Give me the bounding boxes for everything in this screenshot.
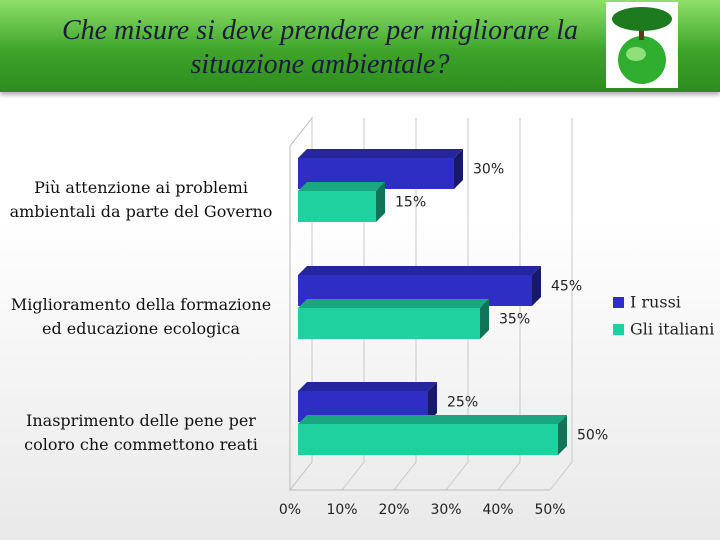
- bar-side: [532, 266, 541, 306]
- bar-top: [298, 299, 489, 308]
- x-tick-label: 0%: [279, 502, 301, 518]
- logo: [606, 2, 678, 88]
- bar-top: [298, 266, 541, 275]
- chart-title: Che misure si deve prendere per migliora…: [61, 15, 579, 80]
- bar: [298, 191, 376, 222]
- category-label: Miglioramento della formazione ed educaz…: [10, 295, 272, 338]
- value-label: 45%: [551, 279, 582, 295]
- bar-top: [298, 382, 437, 391]
- value-label: 30%: [473, 162, 504, 178]
- legend-swatch: [613, 324, 624, 335]
- bar-side: [376, 182, 385, 222]
- category-label: Più attenzione ai problemi ambientali da…: [9, 178, 273, 221]
- grid-line: [289, 118, 313, 491]
- category-label: Inasprimento delle pene per coloro che c…: [24, 411, 258, 454]
- bar-top: [298, 149, 463, 158]
- grid-line: [497, 118, 521, 491]
- x-tick-label: 40%: [482, 502, 513, 518]
- bar-side: [454, 149, 463, 189]
- legend-label: I russi: [630, 293, 681, 312]
- x-tick-label: 50%: [534, 502, 565, 518]
- value-label: 15%: [395, 195, 426, 211]
- bar-side: [558, 415, 567, 455]
- bar-side: [428, 382, 437, 422]
- header: Che misure si deve prendere per migliora…: [0, 0, 720, 92]
- bar-side: [480, 299, 489, 339]
- legend-swatch: [613, 297, 624, 308]
- grid-line: [445, 118, 469, 491]
- grid-line: [341, 118, 365, 491]
- bar-top: [298, 415, 567, 424]
- bar-top: [298, 182, 385, 191]
- x-tick-label: 20%: [378, 502, 409, 518]
- value-label: 50%: [577, 428, 608, 444]
- legend-label: Gli italiani: [630, 320, 714, 339]
- value-label: 25%: [447, 395, 478, 411]
- x-tick-label: 10%: [326, 502, 357, 518]
- crown: [612, 7, 672, 31]
- bar: [298, 424, 558, 455]
- bar: [298, 308, 480, 339]
- value-label: 35%: [499, 312, 530, 328]
- grid-line: [393, 118, 417, 491]
- globe: [618, 36, 666, 84]
- x-tick-label: 30%: [430, 502, 461, 518]
- globe-shine: [626, 47, 646, 61]
- trunk: [639, 24, 644, 40]
- grid-line: [549, 118, 573, 491]
